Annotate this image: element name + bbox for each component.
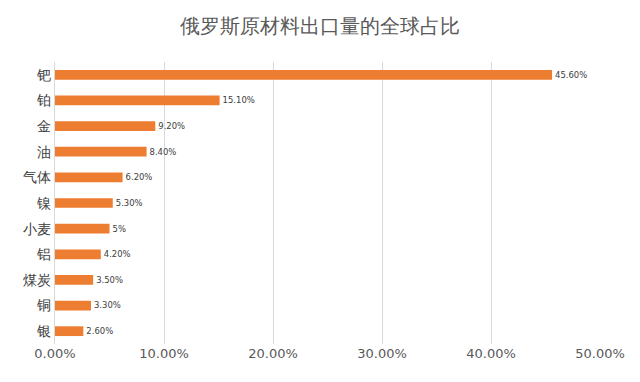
svg-text:30.00%: 30.00% bbox=[357, 346, 407, 361]
svg-text:20.00%: 20.00% bbox=[248, 346, 298, 361]
svg-text:15.10%: 15.10% bbox=[223, 95, 255, 105]
svg-text:50.00%: 50.00% bbox=[575, 346, 625, 361]
svg-text:金: 金 bbox=[37, 118, 51, 134]
svg-text:镍: 镍 bbox=[36, 195, 51, 211]
svg-text:9.20%: 9.20% bbox=[158, 121, 185, 131]
svg-text:铝: 铝 bbox=[36, 246, 51, 262]
svg-text:铜: 铜 bbox=[36, 297, 51, 313]
svg-text:3.30%: 3.30% bbox=[94, 300, 121, 310]
svg-text:钯: 钯 bbox=[36, 67, 51, 83]
svg-text:10.00%: 10.00% bbox=[139, 346, 189, 361]
svg-text:银: 银 bbox=[36, 323, 51, 339]
svg-text:5%: 5% bbox=[113, 224, 126, 234]
svg-text:6.20%: 6.20% bbox=[126, 172, 153, 182]
svg-text:0.00%: 0.00% bbox=[34, 346, 75, 361]
svg-text:煤炭: 煤炭 bbox=[23, 272, 51, 288]
svg-text:3.50%: 3.50% bbox=[96, 275, 123, 285]
svg-text:40.00%: 40.00% bbox=[466, 346, 516, 361]
svg-text:俄罗斯原材料出口量的全球占比: 俄罗斯原材料出口量的全球占比 bbox=[180, 14, 460, 38]
svg-text:5.30%: 5.30% bbox=[116, 198, 143, 208]
svg-text:8.40%: 8.40% bbox=[150, 147, 177, 157]
svg-text:2.60%: 2.60% bbox=[86, 326, 113, 336]
svg-text:铂: 铂 bbox=[36, 92, 51, 108]
svg-text:小麦: 小麦 bbox=[23, 221, 51, 237]
svg-text:气体: 气体 bbox=[23, 169, 51, 185]
svg-text:4.20%: 4.20% bbox=[104, 249, 131, 259]
svg-text:油: 油 bbox=[37, 144, 51, 160]
svg-text:45.60%: 45.60% bbox=[555, 70, 587, 80]
